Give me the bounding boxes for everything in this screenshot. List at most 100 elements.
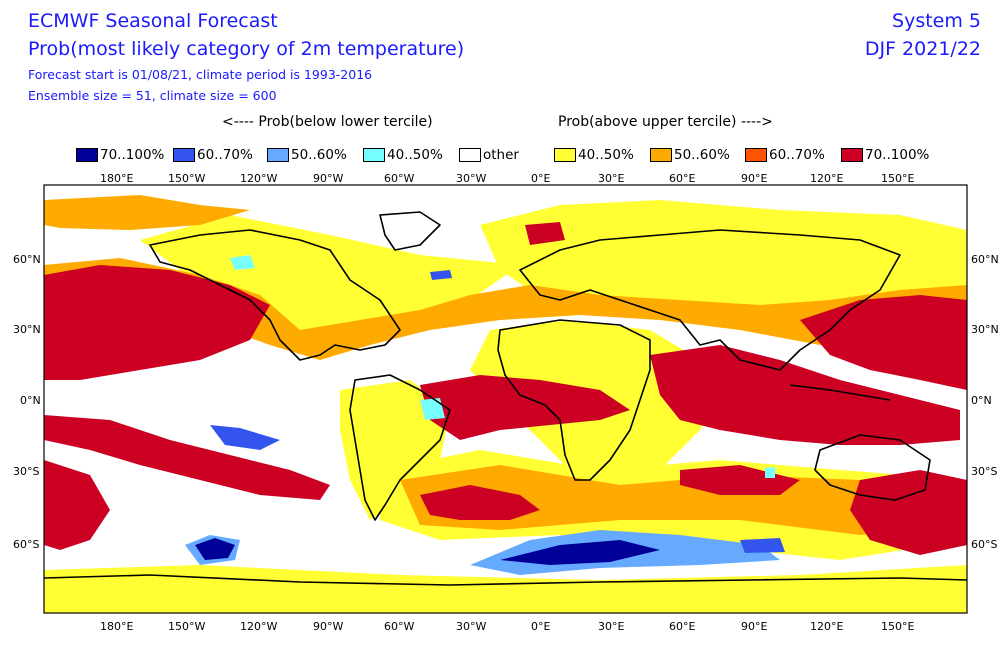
lat-tick-label: 60°N	[13, 253, 41, 266]
legend-label: 60..70%	[197, 147, 253, 163]
field-south-orange	[400, 465, 967, 535]
legend-label: 40..50%	[578, 147, 634, 163]
legend-below-header: <---- Prob(below lower tercile)	[222, 114, 433, 130]
legend-item-above-40-50: 40..50%	[554, 146, 634, 164]
lon-tick-label: 90°E	[741, 172, 768, 185]
legend-label: 60..70%	[769, 147, 825, 163]
lon-tick-label: 60°W	[384, 172, 415, 185]
lat-tick-label: 30°S	[13, 465, 40, 478]
legend-item-below-70-100: 70..100%	[76, 146, 164, 164]
field-equatorial-pacific-red	[44, 415, 330, 500]
legend-swatch	[173, 148, 195, 162]
field-south-atlantic-red	[420, 485, 540, 520]
field-atlantic-red	[420, 375, 630, 440]
lon-tick-label: 60°E	[669, 620, 696, 633]
legend-item-other: other	[459, 146, 519, 164]
lon-tick-label: 30°E	[598, 620, 625, 633]
legend-label: 40..50%	[387, 147, 443, 163]
legend-above-header: Prob(above upper tercile) ---->	[558, 114, 773, 130]
legend-swatch	[554, 148, 576, 162]
lon-tick-label: 60°E	[669, 172, 696, 185]
lat-tick-label: 30°N	[971, 323, 999, 336]
coastline-eurasia	[519, 229, 901, 371]
lon-tick-label: 0°E	[531, 172, 551, 185]
lon-tick-label: 30°W	[456, 172, 487, 185]
lon-tick-label: 90°W	[313, 620, 344, 633]
coastline-north-america	[149, 229, 401, 361]
field-southern-ocean-darkblue	[500, 540, 660, 565]
lat-tick-label: 0°N	[20, 394, 41, 407]
lon-tick-label: 120°E	[810, 620, 844, 633]
ensemble-info: Ensemble size = 51, climate size = 600	[28, 88, 277, 103]
lon-tick-label: 90°E	[741, 620, 768, 633]
legend-label: other	[483, 147, 519, 163]
legend-swatch	[459, 148, 481, 162]
lon-tick-label: 60°W	[384, 620, 415, 633]
legend-label: 50..60%	[674, 147, 730, 163]
legend-swatch	[650, 148, 672, 162]
field-north-pacific-red	[44, 265, 270, 380]
field-cyan-3	[765, 467, 775, 478]
legend-item-below-40-50: 40..50%	[363, 146, 443, 164]
lon-tick-label: 90°W	[313, 172, 344, 185]
lon-tick-label: 0°E	[531, 620, 551, 633]
field-south-pacific-red	[44, 460, 110, 550]
legend-item-above-60-70: 60..70%	[745, 146, 825, 164]
lat-tick-label: 0°N	[971, 394, 992, 407]
lon-tick-label: 150°E	[881, 172, 915, 185]
lon-tick-label: 180°E	[100, 620, 134, 633]
forecast-variable-title: Prob(most likely category of 2m temperat…	[28, 38, 465, 60]
lon-tick-label: 150°W	[168, 172, 206, 185]
lat-tick-label: 60°S	[971, 538, 998, 551]
forecast-start-info: Forecast start is 01/08/21, climate peri…	[28, 67, 373, 82]
field-north-band-orange	[44, 258, 967, 360]
legend-label: 70..100%	[865, 147, 930, 163]
lon-tick-label: 120°E	[810, 172, 844, 185]
lat-tick-label: 60°S	[13, 538, 40, 551]
map-frame	[43, 184, 968, 614]
lat-tick-label: 60°N	[971, 253, 999, 266]
field-cyan-2	[420, 398, 445, 420]
map-fields	[44, 185, 967, 613]
field-equatorial-blue	[210, 425, 280, 450]
field-arctic-orange	[44, 195, 250, 230]
field-southern-ocean-midblue	[740, 538, 785, 553]
legend-item-above-70-100: 70..100%	[841, 146, 929, 164]
legend-item-below-60-70: 60..70%	[173, 146, 253, 164]
coastline-south-america	[349, 374, 451, 521]
lon-tick-label: 30°E	[598, 172, 625, 185]
field-tasman-red	[850, 470, 967, 555]
field-cyan-1	[230, 255, 255, 270]
field-north-atlantic-blue	[430, 270, 452, 280]
legend-label: 50..60%	[291, 147, 347, 163]
lon-tick-label: 180°E	[100, 172, 134, 185]
system-label: System 5	[892, 10, 981, 32]
legend-swatch	[745, 148, 767, 162]
lat-tick-label: 30°S	[971, 465, 998, 478]
lon-tick-label: 150°E	[881, 620, 915, 633]
field-antarctic-red	[525, 222, 565, 245]
page-title: ECMWF Seasonal Forecast	[28, 10, 278, 32]
legend-item-below-50-60: 50..60%	[267, 146, 347, 164]
legend-swatch	[841, 148, 863, 162]
legend-label: 70..100%	[100, 147, 165, 163]
legend-item-above-50-60: 50..60%	[650, 146, 730, 164]
field-indian-ocean-red	[650, 345, 960, 445]
lat-tick-label: 30°N	[13, 323, 41, 336]
coastline-australia	[814, 434, 931, 501]
lon-tick-label: 30°W	[456, 620, 487, 633]
coastline-africa	[497, 319, 651, 481]
season-label: DJF 2021/22	[864, 38, 981, 60]
coastline-indonesia	[789, 384, 891, 401]
coastline-greenland	[379, 211, 441, 251]
coastlines	[44, 211, 967, 586]
field-north-america	[140, 215, 520, 360]
coastline-antarctica	[44, 574, 967, 586]
legend-swatch	[76, 148, 98, 162]
legend-swatch	[363, 148, 385, 162]
field-antarctic-ring	[44, 565, 967, 613]
lon-tick-label: 120°W	[240, 620, 278, 633]
field-pacific-darkblue	[195, 538, 235, 560]
field-south-america	[340, 380, 450, 520]
